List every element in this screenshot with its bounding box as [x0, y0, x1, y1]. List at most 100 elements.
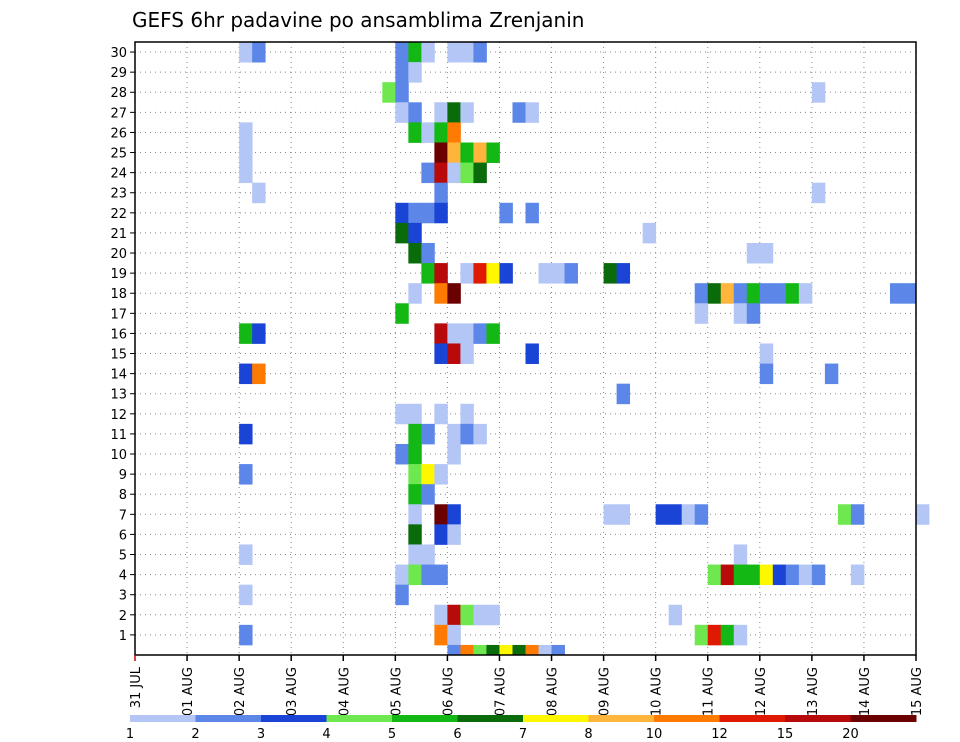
heatmap-cell [447, 504, 461, 525]
y-tick-label: 8 [119, 488, 127, 503]
heatmap-cell [421, 544, 435, 565]
heatmap-cell [759, 564, 774, 586]
heatmap-cell [564, 263, 578, 284]
heatmap-cell [408, 564, 422, 586]
heatmap-cell [525, 343, 539, 364]
x-tick-label: 11 AUG [702, 667, 717, 716]
y-tick-label: 25 [110, 147, 127, 162]
heatmap-cell [239, 544, 253, 565]
heatmap-cell [434, 323, 448, 344]
heatmap-cell [434, 403, 448, 425]
heatmap-cell [408, 443, 422, 465]
y-tick-label: 10 [110, 448, 127, 463]
heatmap-cell [434, 564, 448, 586]
x-tick-label: 02 AUG [233, 667, 248, 716]
heatmap-cell [447, 162, 461, 184]
heatmap-cell [473, 423, 487, 445]
heatmap-cell [538, 263, 552, 284]
heatmap-cell [460, 423, 474, 445]
legend-color-swatch [326, 715, 393, 722]
heatmap-cell [460, 644, 474, 656]
heatmap-cell [252, 323, 266, 344]
heatmap-cell [499, 202, 513, 224]
heatmap-cell [239, 464, 253, 485]
heatmap-cell [655, 504, 670, 525]
legend-label: 8 [584, 727, 592, 742]
y-tick-label: 27 [110, 106, 127, 121]
heatmap-cell [694, 283, 709, 304]
x-tick-label: 10 AUG [650, 667, 665, 716]
legend-label: 3 [257, 727, 265, 742]
heatmap-cell [603, 504, 618, 525]
legend-label: 15 [777, 727, 794, 742]
legend-color-swatch [457, 715, 524, 722]
heatmap-cell [642, 222, 657, 244]
x-tick-label: 06 AUG [441, 667, 456, 716]
y-tick-label: 19 [110, 267, 127, 282]
y-tick-label: 14 [110, 368, 127, 383]
heatmap-cell [447, 102, 461, 123]
heatmap-cell [473, 263, 487, 284]
heatmap-cell [733, 544, 748, 565]
x-tick-label: 08 AUG [546, 667, 561, 716]
legend-label: 5 [388, 727, 396, 742]
heatmap-cell [902, 283, 917, 304]
heatmap-cell [408, 504, 422, 525]
x-tick-label: 09 AUG [598, 667, 613, 716]
heatmap-cell [395, 443, 409, 465]
heatmap-cell [720, 564, 735, 586]
heatmap-cell [395, 202, 409, 224]
heatmap-cell [668, 604, 683, 626]
x-tick-label: 05 AUG [389, 667, 404, 716]
heatmap-cell [759, 343, 774, 364]
x-tick-label: 07 AUG [493, 667, 508, 716]
heatmap-cell [421, 263, 435, 284]
heatmap-cell [837, 504, 852, 525]
heatmap-cell [239, 42, 253, 63]
heatmap-cell [733, 303, 748, 324]
legend-label: 1 [126, 727, 134, 742]
heatmap-cell [408, 484, 422, 505]
heatmap-cell [239, 122, 253, 143]
heatmap-cell [486, 323, 500, 344]
heatmap-cell [772, 564, 787, 586]
heatmap-cell [239, 323, 253, 344]
heatmap-cell [733, 624, 748, 646]
heatmap-cell [798, 283, 813, 304]
heatmap-cell [733, 283, 748, 304]
heatmap-cell [395, 584, 409, 606]
y-tick-label: 24 [110, 167, 127, 182]
heatmap-cell [408, 62, 422, 83]
heatmap-cell [473, 644, 487, 656]
heatmap-cell [473, 42, 487, 63]
legend-color-swatch [588, 715, 655, 722]
heatmap-cell [850, 504, 865, 525]
x-tick-label: 04 AUG [337, 667, 352, 716]
heatmap-cell [460, 323, 474, 344]
heatmap-cell [759, 242, 774, 264]
heatmap-cell [408, 122, 422, 143]
heatmap-cell [538, 644, 552, 656]
heatmap-cell [395, 303, 409, 324]
heatmap-cell [408, 544, 422, 565]
heatmap-cell [252, 363, 266, 385]
heatmap-cell [395, 82, 409, 103]
legend-color-swatch [654, 715, 720, 722]
heatmap-cell [447, 122, 461, 143]
heatmap-cell [408, 102, 422, 123]
color-legend: 1 2 3 4 5 6 7 8 10 12 15 20 [126, 715, 917, 742]
heatmap-cell [434, 624, 448, 646]
heatmap-cell [473, 604, 487, 626]
heatmap-cell [421, 42, 435, 63]
legend-label: 2 [191, 727, 199, 742]
heatmap-cell [408, 423, 422, 445]
heatmap-cell [434, 102, 448, 123]
heatmap-cell [707, 624, 722, 646]
heatmap-cell [239, 584, 253, 606]
heatmap-cell [382, 82, 396, 103]
legend-label: 12 [711, 727, 728, 742]
heatmap-cell [447, 343, 461, 364]
heatmap-cell [473, 162, 487, 184]
heatmap-cell [447, 443, 461, 465]
